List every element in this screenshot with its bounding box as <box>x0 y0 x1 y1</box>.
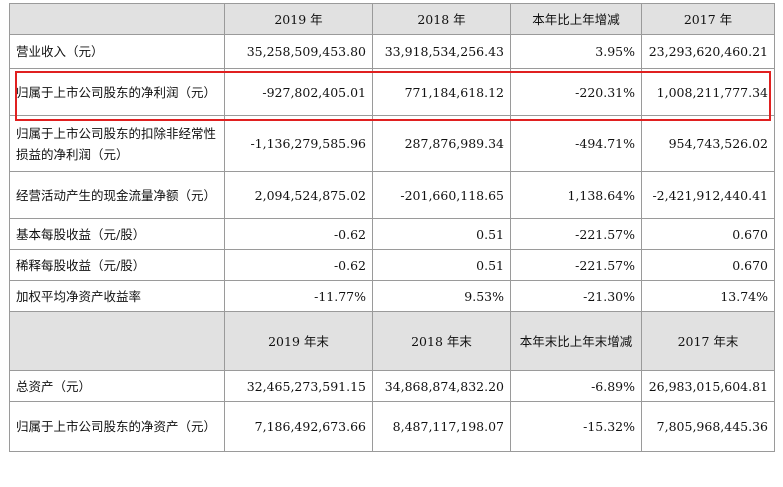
value-change: -494.71% <box>510 115 642 172</box>
table-row-roe: 加权平均净资产收益率 -11.77% 9.53% -21.30% 13.74% <box>9 280 775 312</box>
header-cell-empty <box>9 3 225 35</box>
header-cell-2019-end: 2019 年末 <box>224 311 373 371</box>
value-2018-end: 8,487,117,198.07 <box>372 401 511 452</box>
financial-indicators-table: 2019 年 2018 年 本年比上年增减 2017 年 营业收入（元） 35,… <box>9 3 775 452</box>
header-cell-2019: 2019 年 <box>224 3 373 35</box>
row-label: 归属于上市公司股东的净资产（元） <box>9 401 225 452</box>
value-2019-end: 7,186,492,673.66 <box>224 401 373 452</box>
header-cell-2017-end: 2017 年末 <box>641 311 775 371</box>
row-label: 总资产（元） <box>9 370 225 402</box>
row-label: 归属于上市公司股东的扣除非经常性损益的净利润（元） <box>9 115 225 172</box>
value-change: 3.95% <box>510 34 642 69</box>
value-2017-end: 7,805,968,445.36 <box>641 401 775 452</box>
header-cell-change-end: 本年末比上年末增减 <box>510 311 642 371</box>
table-row-total-assets: 总资产（元） 32,465,273,591.15 34,868,874,832.… <box>9 370 775 402</box>
header-cell-change: 本年比上年增减 <box>510 3 642 35</box>
value-2018: 0.51 <box>372 218 511 250</box>
value-2017: 0.670 <box>641 249 775 281</box>
value-change: -221.57% <box>510 218 642 250</box>
value-change-end: -15.32% <box>510 401 642 452</box>
value-2019: -0.62 <box>224 249 373 281</box>
value-2017: 0.670 <box>641 218 775 250</box>
value-2017: 13.74% <box>641 280 775 312</box>
value-change-end: -6.89% <box>510 370 642 402</box>
value-2018-end: 34,868,874,832.20 <box>372 370 511 402</box>
value-change: -21.30% <box>510 280 642 312</box>
value-2019-end: 32,465,273,591.15 <box>224 370 373 402</box>
value-2018: 287,876,989.34 <box>372 115 511 172</box>
value-2017: -2,421,912,440.41 <box>641 171 775 219</box>
table-row-operating-cash-flow: 经营活动产生的现金流量净额（元） 2,094,524,875.02 -201,6… <box>9 171 775 219</box>
value-2018: 9.53% <box>372 280 511 312</box>
value-2017: 1,008,211,777.34 <box>641 68 775 116</box>
value-2017-end: 26,983,015,604.81 <box>641 370 775 402</box>
value-2019: -1,136,279,585.96 <box>224 115 373 172</box>
table-row-basic-eps: 基本每股收益（元/股） -0.62 0.51 -221.57% 0.670 <box>9 218 775 250</box>
header-cell-2017: 2017 年 <box>641 3 775 35</box>
table-row-diluted-eps: 稀释每股收益（元/股） -0.62 0.51 -221.57% 0.670 <box>9 249 775 281</box>
row-label: 归属于上市公司股东的净利润（元） <box>9 68 225 116</box>
row-label: 稀释每股收益（元/股） <box>9 249 225 281</box>
value-2018: 33,918,534,256.43 <box>372 34 511 69</box>
table-row-revenue: 营业收入（元） 35,258,509,453.80 33,918,534,256… <box>9 34 775 69</box>
header-cell-empty <box>9 311 225 371</box>
header-cell-2018-end: 2018 年末 <box>372 311 511 371</box>
row-label: 经营活动产生的现金流量净额（元） <box>9 171 225 219</box>
value-2019: 35,258,509,453.80 <box>224 34 373 69</box>
value-2019: -927,802,405.01 <box>224 68 373 116</box>
table-row-net-profit: 归属于上市公司股东的净利润（元） -927,802,405.01 771,184… <box>9 68 775 116</box>
row-label: 基本每股收益（元/股） <box>9 218 225 250</box>
value-2019: -0.62 <box>224 218 373 250</box>
value-2019: -11.77% <box>224 280 373 312</box>
value-change: 1,138.64% <box>510 171 642 219</box>
value-2017: 23,293,620,460.21 <box>641 34 775 69</box>
value-2017: 954,743,526.02 <box>641 115 775 172</box>
header-cell-2018: 2018 年 <box>372 3 511 35</box>
row-label: 营业收入（元） <box>9 34 225 69</box>
value-2019: 2,094,524,875.02 <box>224 171 373 219</box>
value-change: -221.57% <box>510 249 642 281</box>
value-2018: 771,184,618.12 <box>372 68 511 116</box>
header-row-year-end: 2019 年末 2018 年末 本年末比上年末增减 2017 年末 <box>9 311 775 371</box>
table-row-net-assets: 归属于上市公司股东的净资产（元） 7,186,492,673.66 8,487,… <box>9 401 775 452</box>
value-change: -220.31% <box>510 68 642 116</box>
header-row-annual: 2019 年 2018 年 本年比上年增减 2017 年 <box>9 3 775 35</box>
table-row-net-profit-deducted: 归属于上市公司股东的扣除非经常性损益的净利润（元） -1,136,279,585… <box>9 115 775 172</box>
value-2018: -201,660,118.65 <box>372 171 511 219</box>
row-label: 加权平均净资产收益率 <box>9 280 225 312</box>
value-2018: 0.51 <box>372 249 511 281</box>
